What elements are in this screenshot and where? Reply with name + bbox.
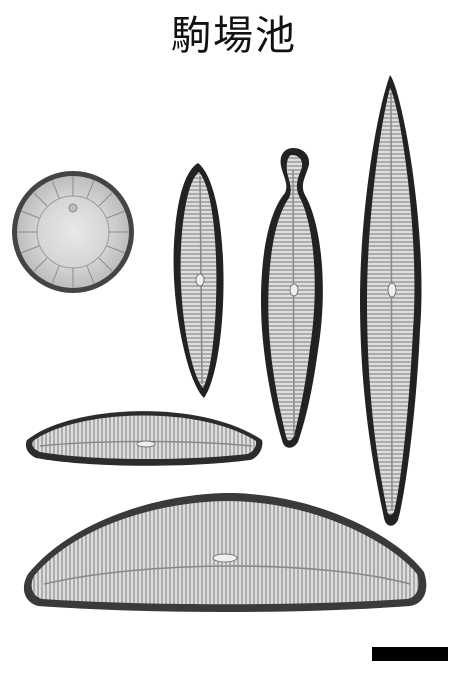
pennate-diatom-narrow bbox=[173, 163, 224, 398]
cymbelloid-diatom-large bbox=[23, 493, 427, 612]
pennate-diatom-capitate bbox=[260, 148, 323, 448]
scale-bar bbox=[372, 647, 448, 661]
cymbelloid-diatom-small bbox=[25, 411, 263, 466]
pennate-diatom-long bbox=[360, 75, 422, 526]
centric-diatom bbox=[12, 171, 134, 293]
image-title: 駒場池 bbox=[171, 13, 297, 59]
